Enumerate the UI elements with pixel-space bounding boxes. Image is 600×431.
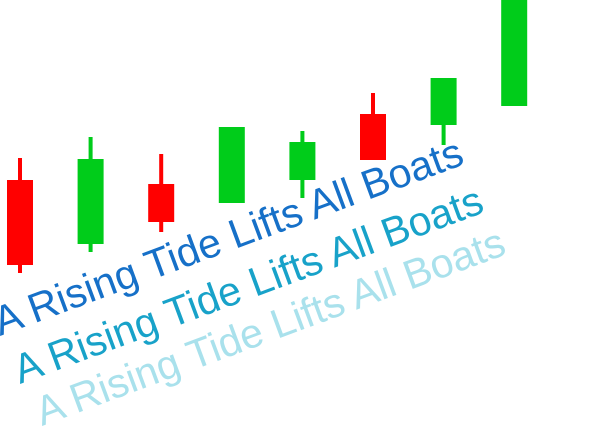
- body: [148, 184, 175, 222]
- body: [501, 0, 528, 106]
- body: [430, 78, 457, 125]
- body: [7, 180, 33, 265]
- body: [218, 127, 245, 203]
- candles: [7, 0, 528, 273]
- body: [289, 142, 316, 180]
- body: [77, 159, 104, 244]
- body: [360, 114, 386, 160]
